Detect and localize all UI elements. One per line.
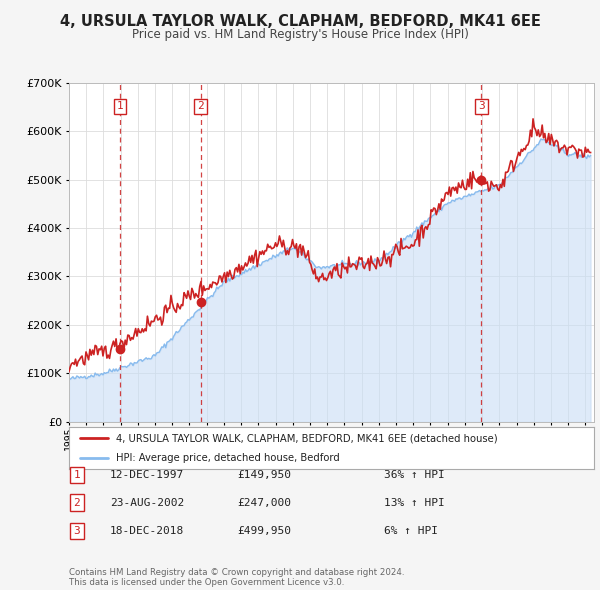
Text: 18-DEC-2018: 18-DEC-2018	[110, 526, 184, 536]
Text: 1: 1	[73, 470, 80, 480]
Text: 2: 2	[73, 498, 80, 507]
Text: £149,950: £149,950	[237, 470, 291, 480]
Text: Price paid vs. HM Land Registry's House Price Index (HPI): Price paid vs. HM Land Registry's House …	[131, 28, 469, 41]
Text: HPI: Average price, detached house, Bedford: HPI: Average price, detached house, Bedf…	[116, 453, 340, 463]
Text: 13% ↑ HPI: 13% ↑ HPI	[384, 498, 445, 507]
Text: 3: 3	[478, 101, 485, 112]
Text: £247,000: £247,000	[237, 498, 291, 507]
Text: 4, URSULA TAYLOR WALK, CLAPHAM, BEDFORD, MK41 6EE: 4, URSULA TAYLOR WALK, CLAPHAM, BEDFORD,…	[59, 14, 541, 30]
Text: 4, URSULA TAYLOR WALK, CLAPHAM, BEDFORD, MK41 6EE (detached house): 4, URSULA TAYLOR WALK, CLAPHAM, BEDFORD,…	[116, 434, 498, 444]
Text: 1: 1	[116, 101, 123, 112]
Text: 23-AUG-2002: 23-AUG-2002	[110, 498, 184, 507]
Text: 2: 2	[197, 101, 204, 112]
Text: £499,950: £499,950	[237, 526, 291, 536]
Text: 12-DEC-1997: 12-DEC-1997	[110, 470, 184, 480]
Text: 36% ↑ HPI: 36% ↑ HPI	[384, 470, 445, 480]
Text: 6% ↑ HPI: 6% ↑ HPI	[384, 526, 438, 536]
Text: Contains HM Land Registry data © Crown copyright and database right 2024.
This d: Contains HM Land Registry data © Crown c…	[69, 568, 404, 587]
Text: 3: 3	[73, 526, 80, 536]
